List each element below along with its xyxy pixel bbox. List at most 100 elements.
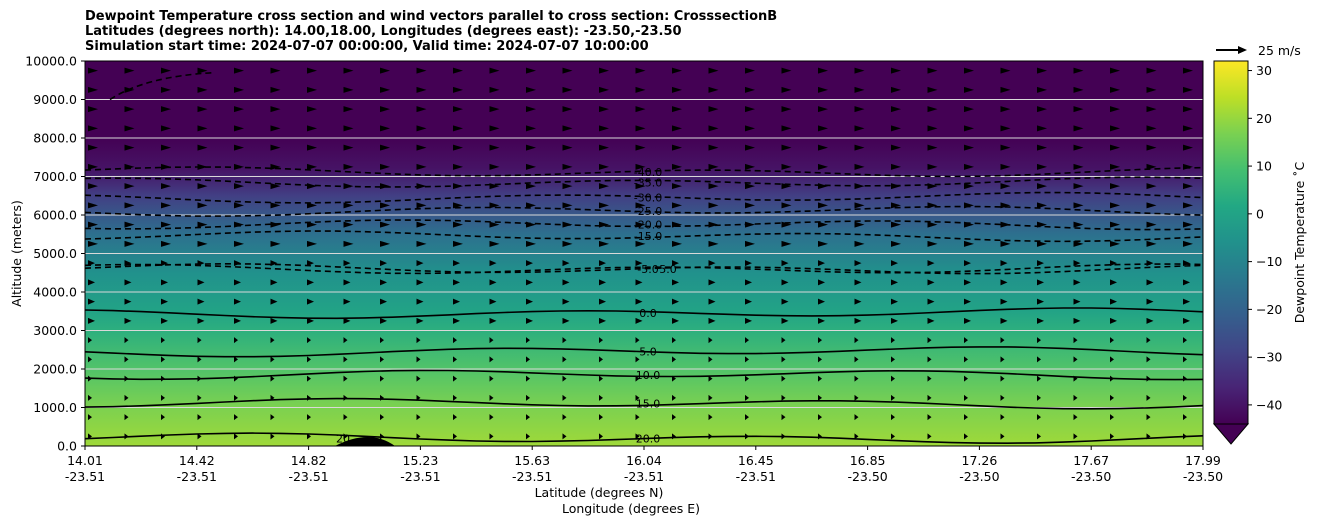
wind-arrow [234, 394, 238, 401]
wind-arrow [599, 317, 606, 324]
wind-arrow [927, 67, 938, 74]
wind-arrow [672, 337, 676, 344]
wind-arrow [270, 279, 278, 286]
wind-arrow [453, 202, 463, 209]
wind-arrow [854, 394, 859, 401]
wind-arrow [781, 414, 786, 421]
wind-arrow [745, 260, 752, 267]
contour-label: 5.0 [639, 346, 657, 359]
x-tick-label-lon: -23.51 [177, 469, 217, 484]
wind-arrow [964, 414, 968, 421]
contour-line [85, 205, 1203, 217]
wind-arrow [562, 144, 573, 151]
wind-arrow [708, 260, 716, 267]
wind-arrow [672, 414, 676, 421]
wind-arrow [635, 183, 646, 190]
wind-arrow [124, 356, 129, 363]
wind-arrow [1037, 414, 1041, 421]
wind-arrow [161, 86, 171, 93]
wind-arrow [891, 67, 901, 74]
wind-arrow [343, 221, 354, 228]
wind-arrow [599, 125, 609, 132]
wind-arrow [161, 260, 168, 267]
wind-arrow [343, 202, 354, 209]
wind-arrow [197, 298, 205, 305]
wind-arrow [927, 414, 932, 421]
wind-arrow [854, 163, 865, 170]
wind-arrow [88, 163, 98, 170]
wind-arrow [270, 298, 278, 305]
wind-arrow [197, 67, 208, 74]
wind-arrow [891, 163, 901, 170]
x-tick-label-lat: 16.85 [850, 453, 886, 468]
wind-arrow [416, 106, 427, 113]
wind-arrow [526, 202, 536, 209]
wind-arrow [88, 221, 98, 228]
wind-arrow [891, 106, 901, 113]
wind-arrow [161, 67, 171, 74]
wind-arrow [453, 356, 457, 363]
contour-lines [85, 71, 1203, 446]
wind-arrow [416, 221, 427, 228]
wind-arrow [489, 356, 494, 363]
wind-arrow [1110, 414, 1114, 421]
wind-arrow [1000, 298, 1008, 305]
wind-arrow [562, 375, 567, 382]
wind-arrow [708, 414, 713, 421]
wind-arrow [343, 337, 348, 344]
contour-label: 20.0 [636, 432, 661, 445]
wind-arrow [270, 106, 281, 113]
wind-reference-arrowhead [1238, 46, 1247, 54]
wind-arrow [1183, 125, 1193, 132]
wind-arrow [234, 106, 244, 113]
wind-arrow [599, 414, 603, 421]
x-tick-label-lon: -23.50 [847, 469, 887, 484]
wind-arrow [599, 279, 606, 286]
wind-arrow [1183, 86, 1193, 93]
wind-arrow [599, 202, 609, 209]
wind-arrow [635, 67, 646, 74]
wind-arrow [745, 202, 755, 209]
wind-arrow [562, 240, 573, 247]
wind-arrow [854, 144, 865, 151]
wind-arrow [453, 317, 460, 324]
wind-arrow [380, 414, 384, 421]
wind-arrow [1000, 414, 1005, 421]
wind-arrow [854, 337, 859, 344]
contour-line [85, 397, 1203, 410]
colorbar-tick-label: 0 [1256, 206, 1264, 221]
wind-arrow [416, 67, 427, 74]
wind-arrow [745, 163, 755, 170]
wind-arrow [1073, 394, 1078, 401]
wind-arrow [745, 67, 755, 74]
wind-arrow [234, 240, 244, 247]
wind-arrow [1000, 433, 1005, 440]
wind-arrow [124, 279, 132, 286]
wind-arrow [380, 125, 390, 132]
wind-arrow [708, 221, 719, 228]
wind-arrow [453, 240, 463, 247]
wind-arrow [635, 337, 640, 344]
wind-arrow [416, 433, 421, 440]
colorbar-tick-label: 30 [1256, 63, 1272, 78]
wind-arrow [453, 394, 457, 401]
wind-arrow [635, 240, 646, 247]
wind-arrow [380, 240, 390, 247]
x-tick-label-lat: 15.23 [403, 453, 439, 468]
wind-arrow [1183, 221, 1193, 228]
wind-arrow [818, 337, 822, 344]
wind-arrow [672, 183, 682, 190]
wind-arrow [453, 414, 457, 421]
wind-arrow [708, 106, 719, 113]
wind-arrow [818, 298, 825, 305]
wind-arrow [854, 414, 859, 421]
contour-line [85, 191, 1203, 204]
wind-arrow [416, 375, 421, 382]
wind-arrow [672, 240, 682, 247]
wind-arrow [234, 433, 238, 440]
wind-arrow [927, 394, 932, 401]
wind-arrow [124, 221, 135, 228]
wind-arrow [818, 202, 828, 209]
wind-arrow [562, 337, 567, 344]
y-axis-label: Altitude (meters) [9, 200, 24, 307]
